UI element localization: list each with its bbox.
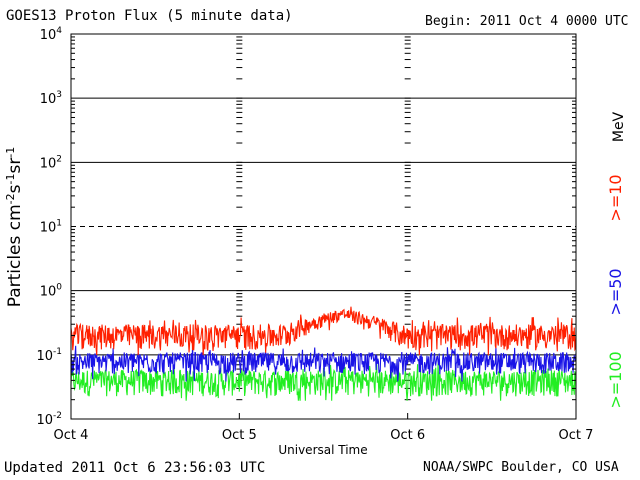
y-tick-label: 102 <box>40 154 62 171</box>
chart-title: GOES13 Proton Flux (5 minute data) <box>6 8 293 24</box>
y-axis-title: Particles cm-2s-1sr-1 <box>4 147 25 308</box>
x-axis-title: Universal Time <box>278 443 367 457</box>
y-tick-label: 103 <box>40 90 62 107</box>
x-tick-label: Oct 4 <box>54 428 89 443</box>
x-tick-label: Oct 6 <box>390 428 425 443</box>
unit-label: MeV <box>611 111 627 142</box>
updated-timestamp: Updated 2011 Oct 6 23:56:03 UTC <box>4 460 266 476</box>
y-tick-label: 104 <box>40 26 63 43</box>
y-tick-label: 101 <box>40 219 62 236</box>
legend-entry: >=50 <box>606 268 625 315</box>
plot-frame <box>70 33 577 420</box>
y-tick-label: 10-1 <box>36 347 62 364</box>
y-tick-label: 100 <box>40 283 63 300</box>
y-tick-label: 10-2 <box>36 411 62 428</box>
series-line <box>70 306 577 356</box>
legend-entry: >=100 <box>606 351 625 408</box>
series-line <box>70 345 577 382</box>
x-tick-label: Oct 5 <box>222 428 257 443</box>
credit-text: NOAA/SWPC Boulder, CO USA <box>423 460 619 475</box>
legend-entry: >=10 <box>606 174 625 221</box>
begin-timestamp: Begin: 2011 Oct 4 0000 UTC <box>425 14 629 29</box>
x-tick-label: Oct 7 <box>559 428 594 443</box>
